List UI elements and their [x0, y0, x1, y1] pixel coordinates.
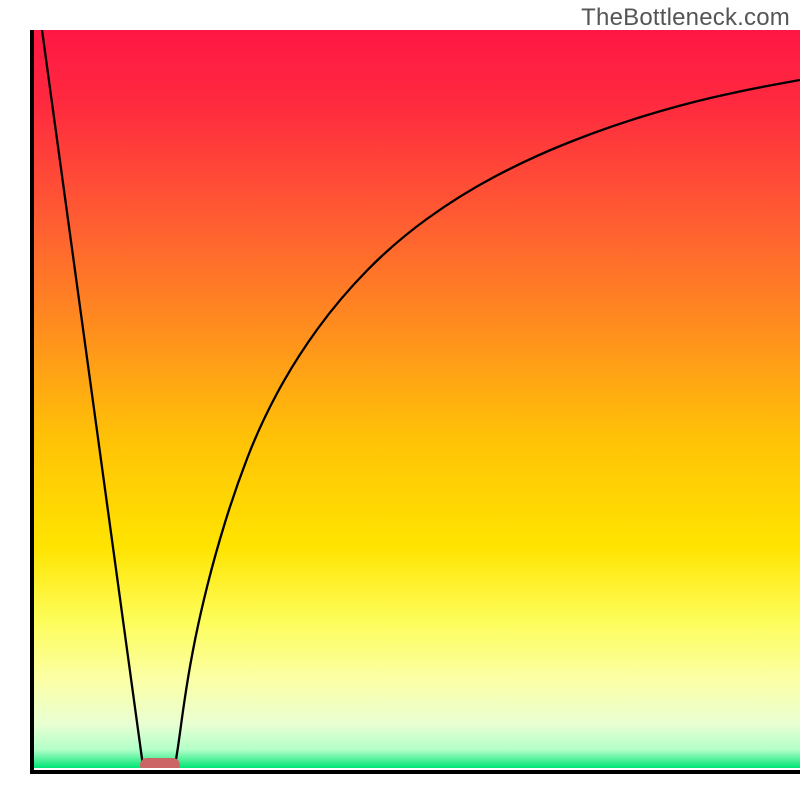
plot-area: [34, 30, 800, 768]
right-curve: [175, 80, 800, 766]
left-line: [42, 30, 143, 766]
bottleneck-marker: [140, 758, 180, 768]
watermark-text: TheBottleneck.com: [581, 4, 790, 32]
chart-root: TheBottleneck.com: [0, 0, 800, 800]
axis-bottom: [30, 770, 800, 774]
curves-svg: [34, 30, 800, 768]
